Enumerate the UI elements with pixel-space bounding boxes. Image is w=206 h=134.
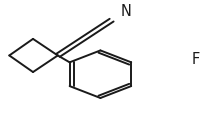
Text: F: F — [192, 52, 200, 67]
Text: N: N — [121, 4, 132, 19]
